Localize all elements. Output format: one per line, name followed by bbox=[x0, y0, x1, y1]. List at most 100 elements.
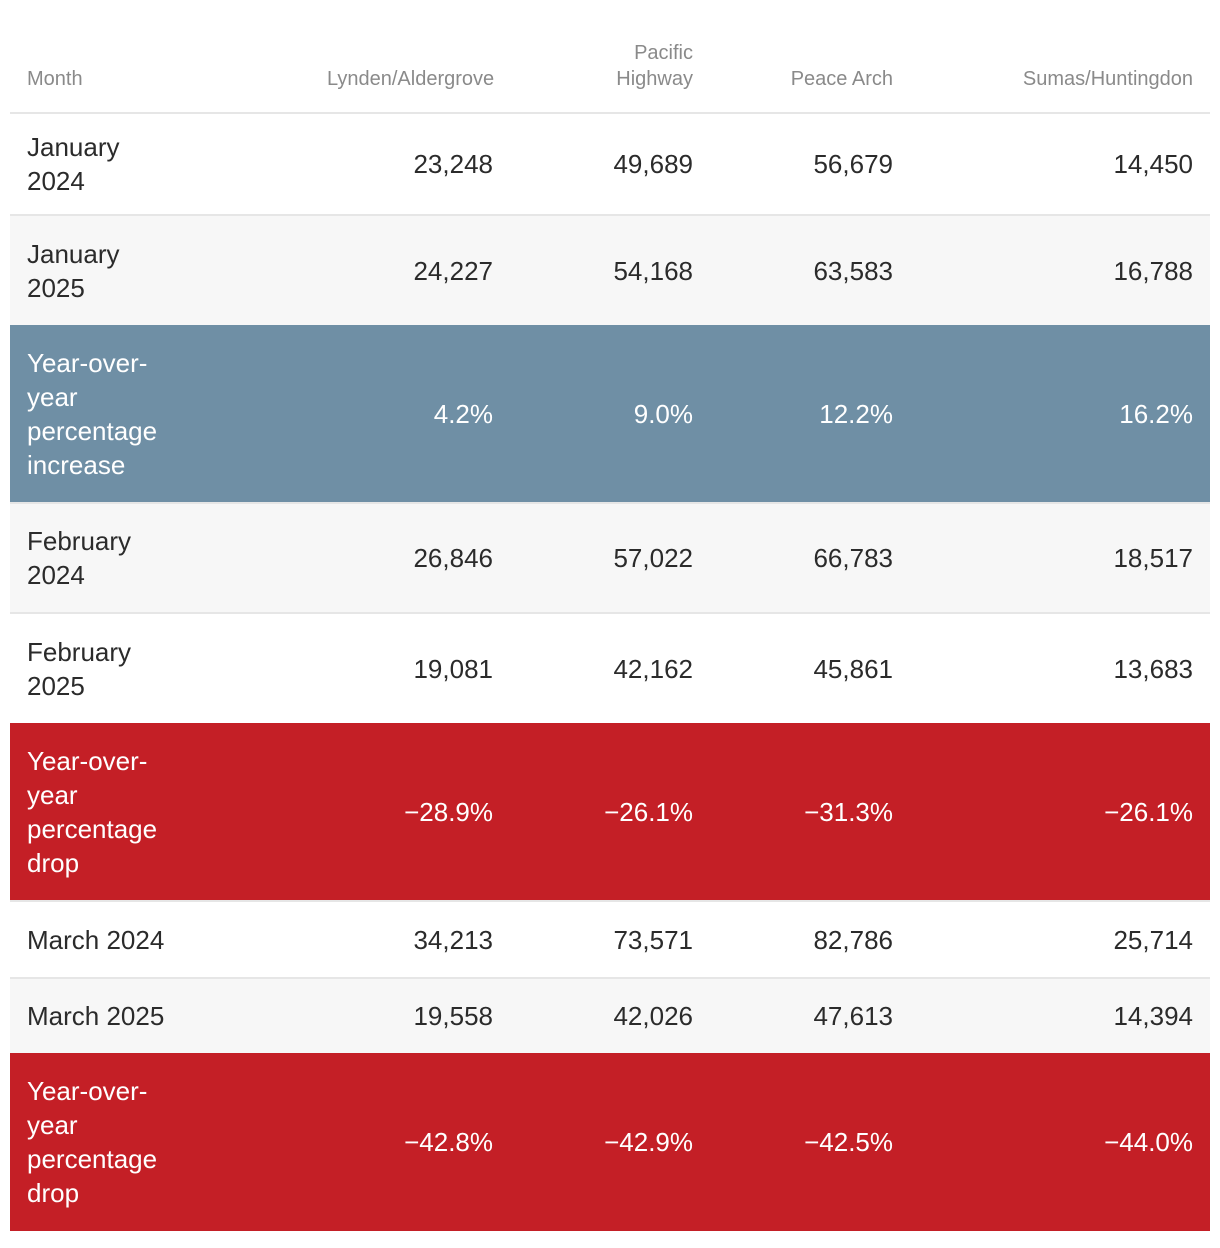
value-text: 57,022 bbox=[613, 543, 693, 573]
value-cell: −26.1% bbox=[510, 723, 710, 901]
value-cell: −42.8% bbox=[310, 1053, 510, 1231]
value-text: 54,168 bbox=[613, 255, 693, 286]
value-cell: 34,213 bbox=[310, 900, 510, 978]
value-text: 26,846 bbox=[413, 543, 493, 573]
column-header: Sumas/Huntingdon bbox=[910, 40, 1210, 113]
column-header-text: Month bbox=[27, 68, 83, 90]
value-cell: 47,613 bbox=[710, 977, 910, 1053]
value-cell: 4.2% bbox=[310, 325, 510, 503]
month-text: February 2025 bbox=[27, 636, 132, 701]
month-text: February 2024 bbox=[27, 526, 132, 590]
column-header-text: Peace Arch bbox=[790, 68, 893, 90]
value-text: 66,783 bbox=[813, 543, 893, 573]
value-text: −42.8% bbox=[404, 1127, 493, 1157]
column-header-text: Sumas/Huntingdon bbox=[1022, 68, 1193, 90]
value-text: 42,026 bbox=[613, 1001, 693, 1031]
value-cell: 26,846 bbox=[310, 502, 510, 613]
value-text: 13,683 bbox=[1113, 653, 1193, 684]
month-cell: Year-over-year percentage drop bbox=[10, 1053, 310, 1231]
value-text: 42,162 bbox=[613, 653, 693, 684]
value-cell: 19,081 bbox=[310, 612, 510, 723]
value-cell: 45,861 bbox=[710, 612, 910, 723]
value-cell: −26.1% bbox=[910, 723, 1210, 901]
value-text: 45,861 bbox=[813, 653, 893, 684]
value-text: 18,517 bbox=[1113, 543, 1193, 573]
month-text: January 2025 bbox=[27, 238, 120, 303]
value-cell: 42,026 bbox=[510, 977, 710, 1053]
value-cell: 9.0% bbox=[510, 325, 710, 503]
month-text: March 2024 bbox=[27, 924, 165, 955]
column-header: Month bbox=[10, 40, 310, 113]
month-cell: February 2024 bbox=[10, 502, 310, 613]
value-cell: 14,394 bbox=[910, 977, 1210, 1053]
value-text: 12.2% bbox=[819, 398, 893, 429]
table-row: March 2025 19,558 42,026 47,613 14,394 bbox=[10, 977, 1210, 1053]
table-row: January 2024 23,248 49,689 56,679 14,450 bbox=[10, 112, 1210, 215]
value-text: 24,227 bbox=[413, 255, 493, 286]
value-cell: 19,558 bbox=[310, 977, 510, 1053]
value-text: 49,689 bbox=[613, 149, 693, 179]
value-cell: 73,571 bbox=[510, 900, 710, 978]
column-header: Lynden/Aldergrove bbox=[310, 40, 510, 113]
value-cell: 14,450 bbox=[910, 112, 1210, 215]
value-cell: 66,783 bbox=[710, 502, 910, 613]
table-row: February 2024 26,846 57,022 66,783 18,517 bbox=[10, 502, 1210, 613]
value-cell: −42.5% bbox=[710, 1053, 910, 1231]
value-text: 63,583 bbox=[813, 255, 893, 286]
value-cell: 54,168 bbox=[510, 214, 710, 325]
value-cell: 82,786 bbox=[710, 900, 910, 978]
value-cell: 42,162 bbox=[510, 612, 710, 723]
value-cell: 25,714 bbox=[910, 900, 1210, 978]
value-cell: 24,227 bbox=[310, 214, 510, 325]
value-text: 16,788 bbox=[1113, 255, 1193, 286]
table-body: January 2024 23,248 49,689 56,679 14,450 Janu… bbox=[10, 112, 1210, 1231]
value-text: −42.5% bbox=[804, 1127, 893, 1157]
value-text: 16.2% bbox=[1119, 398, 1193, 429]
month-text: Year-over-year percentage increase bbox=[27, 347, 158, 480]
value-text: 19,081 bbox=[413, 653, 493, 684]
month-text: January 2024 bbox=[27, 132, 120, 196]
value-cell: 57,022 bbox=[510, 502, 710, 613]
value-cell: 16.2% bbox=[910, 325, 1210, 503]
value-cell: 13,683 bbox=[910, 612, 1210, 723]
table-row: Year-over-year percentage increase 4.2% 9.… bbox=[10, 325, 1210, 503]
table-row: January 2025 24,227 54,168 63,583 16,788 bbox=[10, 214, 1210, 325]
value-text: 73,571 bbox=[613, 924, 693, 955]
month-cell: March 2025 bbox=[10, 977, 310, 1053]
value-cell: −31.3% bbox=[710, 723, 910, 901]
value-text: 9.0% bbox=[633, 398, 693, 429]
value-cell: 12.2% bbox=[710, 325, 910, 503]
value-text: −26.1% bbox=[604, 796, 693, 827]
value-text: 4.2% bbox=[433, 398, 493, 429]
value-text: 25,714 bbox=[1113, 924, 1193, 955]
value-text: 47,613 bbox=[813, 1001, 893, 1031]
table-row: February 2025 19,081 42,162 45,861 13,683 bbox=[10, 612, 1210, 723]
value-cell: 63,583 bbox=[710, 214, 910, 325]
table-row: Year-over-year percentage drop −42.8% −42.… bbox=[10, 1053, 1210, 1231]
value-text: 14,450 bbox=[1113, 149, 1193, 179]
table-row: March 2024 34,213 73,571 82,786 25,714 bbox=[10, 900, 1210, 978]
value-text: 23,248 bbox=[413, 149, 493, 179]
value-text: −42.9% bbox=[604, 1127, 693, 1157]
header-row: Month Lynden/Aldergrove Pacific Highway Pea… bbox=[10, 40, 1210, 113]
month-cell: January 2024 bbox=[10, 112, 310, 215]
border-crossings-table: Month Lynden/Aldergrove Pacific Highway Pea… bbox=[10, 40, 1210, 1231]
value-cell: 18,517 bbox=[910, 502, 1210, 613]
value-cell: 56,679 bbox=[710, 112, 910, 215]
value-text: 34,213 bbox=[413, 924, 493, 955]
value-text: 56,679 bbox=[813, 149, 893, 179]
value-text: −28.9% bbox=[404, 796, 493, 827]
value-cell: −28.9% bbox=[310, 723, 510, 901]
month-cell: Year-over-year percentage drop bbox=[10, 723, 310, 901]
column-header-text: Pacific Highway bbox=[616, 42, 693, 90]
column-header-text: Lynden/Aldergrove bbox=[327, 68, 495, 90]
month-cell: February 2025 bbox=[10, 612, 310, 723]
value-text: −31.3% bbox=[804, 796, 893, 827]
value-text: −26.1% bbox=[1104, 796, 1193, 827]
value-text: −44.0% bbox=[1104, 1127, 1193, 1157]
month-text: Year-over-year percentage drop bbox=[27, 1076, 158, 1208]
month-cell: Year-over-year percentage increase bbox=[10, 325, 310, 503]
value-cell: −44.0% bbox=[910, 1053, 1210, 1231]
value-cell: 23,248 bbox=[310, 112, 510, 215]
